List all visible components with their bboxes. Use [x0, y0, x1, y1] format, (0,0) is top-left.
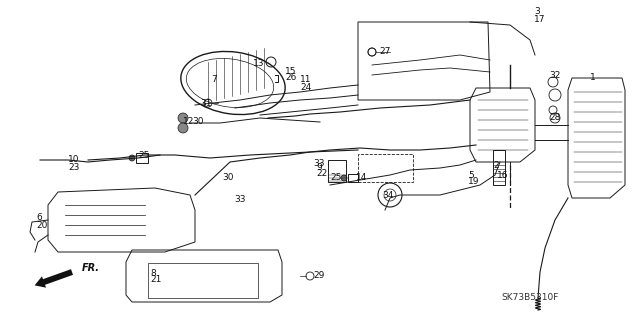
Circle shape [129, 155, 135, 161]
Text: 20: 20 [36, 220, 47, 229]
Text: 1: 1 [590, 73, 596, 83]
Text: 29: 29 [313, 271, 324, 280]
Text: 7: 7 [211, 76, 217, 85]
Text: 26: 26 [285, 73, 296, 83]
Text: 24: 24 [300, 83, 311, 92]
Text: 28: 28 [549, 114, 561, 122]
Text: 6: 6 [36, 213, 42, 222]
Text: 15: 15 [285, 66, 296, 76]
Text: 25: 25 [330, 174, 341, 182]
Text: 5: 5 [468, 170, 474, 180]
Text: 22: 22 [316, 169, 327, 179]
Text: 10: 10 [68, 155, 79, 165]
Text: 8: 8 [150, 269, 156, 278]
Bar [348, 174, 358, 182]
Text: 11: 11 [300, 75, 312, 84]
Text: 23: 23 [68, 162, 79, 172]
Text: 9: 9 [316, 162, 322, 172]
Text: 31: 31 [200, 99, 211, 108]
Bar [148, 263, 258, 298]
Text: 34: 34 [382, 190, 394, 199]
Bar [493, 150, 505, 185]
Text: FR.: FR. [82, 263, 100, 273]
Text: 30: 30 [192, 117, 204, 127]
Text: 3: 3 [534, 8, 540, 17]
Text: 32: 32 [549, 71, 561, 80]
Text: SK73B5310F: SK73B5310F [501, 293, 559, 302]
Text: 17: 17 [534, 16, 545, 25]
Text: 33: 33 [313, 159, 324, 167]
Bar [136, 153, 148, 163]
Circle shape [178, 123, 188, 133]
Text: 19: 19 [468, 177, 479, 187]
Text: 25: 25 [138, 151, 149, 160]
Text: 16: 16 [497, 170, 509, 180]
Circle shape [178, 113, 188, 123]
Text: 13: 13 [253, 58, 264, 68]
Text: 12: 12 [183, 117, 195, 127]
Text: 21: 21 [150, 276, 161, 285]
Circle shape [341, 175, 347, 181]
Bar [328, 160, 346, 182]
Text: 30: 30 [222, 174, 234, 182]
Text: 2: 2 [493, 161, 499, 170]
FancyArrow shape [35, 269, 73, 288]
Text: 27: 27 [379, 48, 390, 56]
Text: 14: 14 [356, 174, 367, 182]
Bar [358, 154, 413, 182]
Text: 33: 33 [234, 196, 246, 204]
